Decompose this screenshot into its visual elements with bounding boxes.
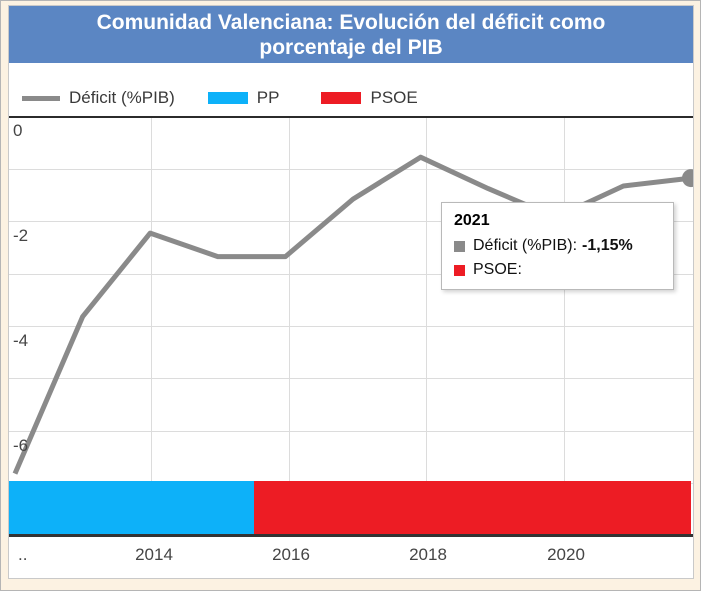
- psoe-government-bar[interactable]: [254, 481, 691, 534]
- tooltip-deficit-swatch-icon: [454, 240, 465, 252]
- plot-area[interactable]: 0 -2 -4 -6 2021 Déficit (%PIB): -1,15% P…: [9, 116, 693, 537]
- tooltip: 2021 Déficit (%PIB): -1,15% PSOE:: [441, 202, 674, 290]
- x-tick-2014: 2014: [135, 545, 173, 564]
- x-tick-2020: 2020: [547, 545, 585, 564]
- y-tick--4: -4: [13, 331, 29, 350]
- chart-title: Comunidad Valenciana: Evolución del défi…: [96, 10, 606, 59]
- tooltip-deficit-label: Déficit (%PIB):: [473, 237, 578, 254]
- y-tick--6: -6: [13, 436, 29, 455]
- legend-label-pp: PP: [256, 88, 280, 107]
- pp-government-bar[interactable]: [9, 481, 254, 534]
- pp-box-swatch-icon: [207, 92, 248, 104]
- tooltip-psoe-label: PSOE:: [473, 261, 522, 278]
- data-point-dot: [682, 169, 693, 188]
- x-tick-clipped: ..: [18, 545, 28, 564]
- chart-header: Comunidad Valenciana: Evolución del défi…: [9, 6, 693, 63]
- psoe-box-swatch-icon: [321, 92, 362, 104]
- tooltip-psoe-swatch-icon: [454, 264, 465, 276]
- legend-label-psoe: PSOE: [370, 88, 418, 107]
- deficit-line-chart: [12, 154, 693, 475]
- legend-item-pp[interactable]: PP: [207, 88, 280, 108]
- legend-item-psoe[interactable]: PSOE: [321, 88, 418, 108]
- y-tick-0: 0: [13, 121, 23, 140]
- legend-label-deficit: Déficit (%PIB): [69, 88, 175, 107]
- deficit-line-swatch-icon: [22, 95, 60, 101]
- tooltip-deficit-value: -1,15%: [582, 237, 633, 254]
- y-tick--2: -2: [13, 226, 29, 245]
- tooltip-year: 2021: [454, 212, 490, 229]
- tooltip-row-deficit: Déficit (%PIB): -1,15%: [454, 237, 661, 255]
- legend-item-deficit[interactable]: Déficit (%PIB): [22, 88, 175, 108]
- tooltip-row-psoe: PSOE:: [454, 261, 661, 279]
- chart-panel: Comunidad Valenciana: Evolución del défi…: [8, 5, 694, 579]
- x-axis-labels: .. 2014 2016 2018 2020: [9, 543, 693, 569]
- legend: Déficit (%PIB) PP PSOE: [9, 84, 693, 112]
- x-tick-2018: 2018: [409, 545, 447, 564]
- x-tick-2016: 2016: [272, 545, 310, 564]
